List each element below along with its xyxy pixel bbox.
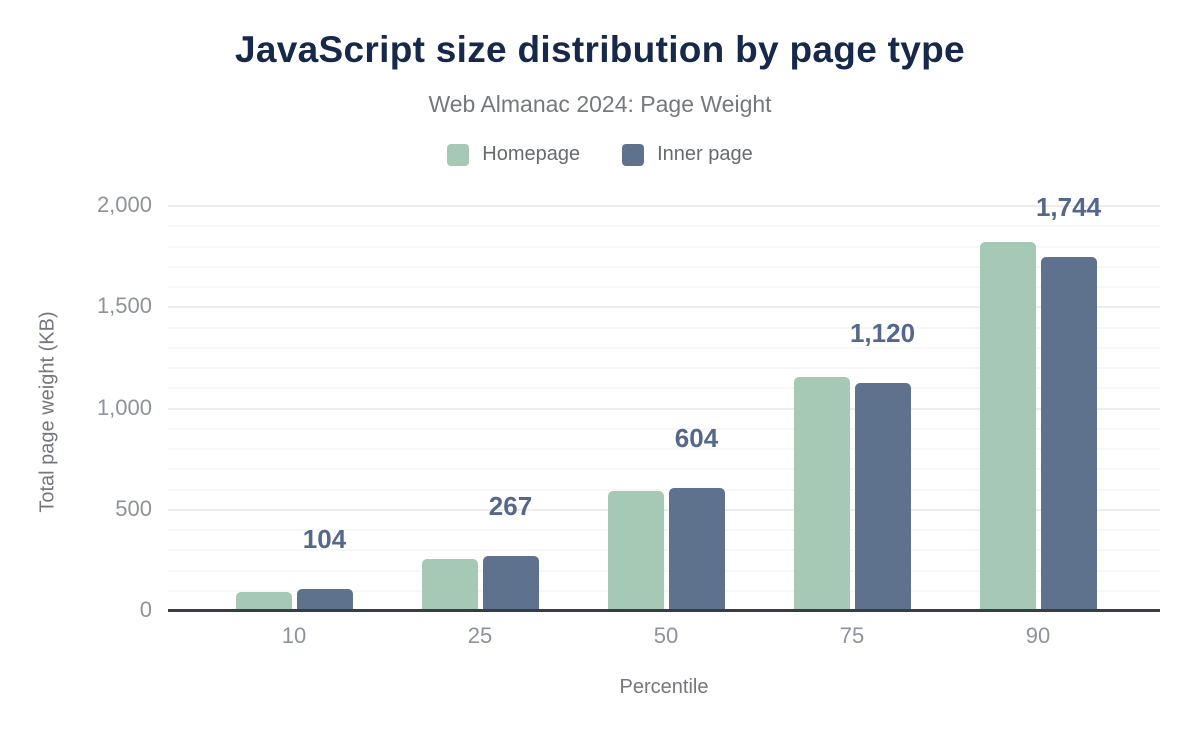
x-axis-ticks: 10 25 50 75 90	[168, 623, 1160, 651]
y-tick-label: 1,500	[96, 293, 152, 319]
legend: Homepage Inner page	[0, 143, 1200, 166]
bar-inner-page-p75[interactable]	[854, 383, 911, 610]
y-tick-label: 2,000	[96, 192, 152, 217]
bar-homepage-p25[interactable]	[421, 559, 478, 610]
value-label-p50: 604	[674, 422, 719, 453]
x-tick-label: 90	[1025, 623, 1051, 648]
bar-homepage-p90[interactable]	[979, 242, 1036, 610]
x-tick-label: 50	[653, 623, 679, 648]
y-tick-label: 1,000	[96, 394, 152, 420]
legend-label: Homepage	[482, 143, 581, 165]
bar-homepage-p10[interactable]	[235, 592, 292, 610]
minor-gridline	[168, 589, 1160, 592]
minor-gridline	[168, 346, 1160, 349]
legend-swatch-inner-page	[622, 143, 645, 166]
value-label-p10: 104	[302, 523, 347, 554]
bar-homepage-p75[interactable]	[793, 376, 850, 610]
minor-gridline	[168, 367, 1160, 369]
y-tick-label: 500	[115, 495, 152, 521]
legend-item-inner-page[interactable]: Inner page	[622, 143, 753, 166]
minor-gridline	[168, 427, 1160, 430]
plot-area: 104 267 604 1,120 1,744	[168, 192, 1160, 612]
major-gridline	[168, 306, 1160, 309]
major-gridline	[168, 407, 1160, 410]
y-axis-ticks: 0 500 1,000 1,500 2,000	[0, 192, 152, 622]
x-tick-label: 25	[467, 623, 493, 648]
legend-swatch-homepage	[447, 143, 470, 166]
minor-gridline	[168, 569, 1160, 572]
minor-gridline	[168, 387, 1160, 390]
legend-label: Inner page	[657, 143, 753, 165]
chart-subtitle: Web Almanac 2024: Page Weight	[428, 91, 772, 117]
chart-title: JavaScript size distribution by page typ…	[235, 29, 965, 70]
x-axis-title: Percentile	[619, 676, 709, 698]
minor-gridline	[168, 265, 1160, 268]
minor-gridline	[168, 549, 1160, 552]
x-tick-label: 75	[839, 623, 865, 648]
minor-gridline	[168, 448, 1160, 450]
minor-gridline	[168, 245, 1160, 248]
bar-homepage-p50[interactable]	[607, 490, 664, 610]
value-label-p90: 1,744	[1035, 191, 1102, 222]
major-gridline	[168, 205, 1160, 207]
x-tick-label: 10	[281, 623, 307, 648]
major-gridline	[168, 508, 1160, 511]
value-label-p25: 267	[488, 490, 533, 521]
minor-gridline	[168, 488, 1160, 491]
legend-item-homepage[interactable]: Homepage	[447, 143, 580, 166]
minor-gridline	[168, 529, 1160, 531]
y-tick-label: 0	[139, 597, 152, 622]
bar-inner-page-p50[interactable]	[668, 487, 725, 610]
minor-gridline	[168, 468, 1160, 471]
minor-gridline	[168, 326, 1160, 329]
minor-gridline	[168, 286, 1160, 288]
minor-gridline	[168, 225, 1160, 228]
bar-inner-page-p10[interactable]	[296, 588, 353, 610]
x-axis-line	[168, 609, 1160, 612]
bar-inner-page-p90[interactable]	[1040, 256, 1097, 610]
value-label-p75: 1,120	[849, 318, 916, 349]
bar-inner-page-p25[interactable]	[482, 555, 539, 610]
